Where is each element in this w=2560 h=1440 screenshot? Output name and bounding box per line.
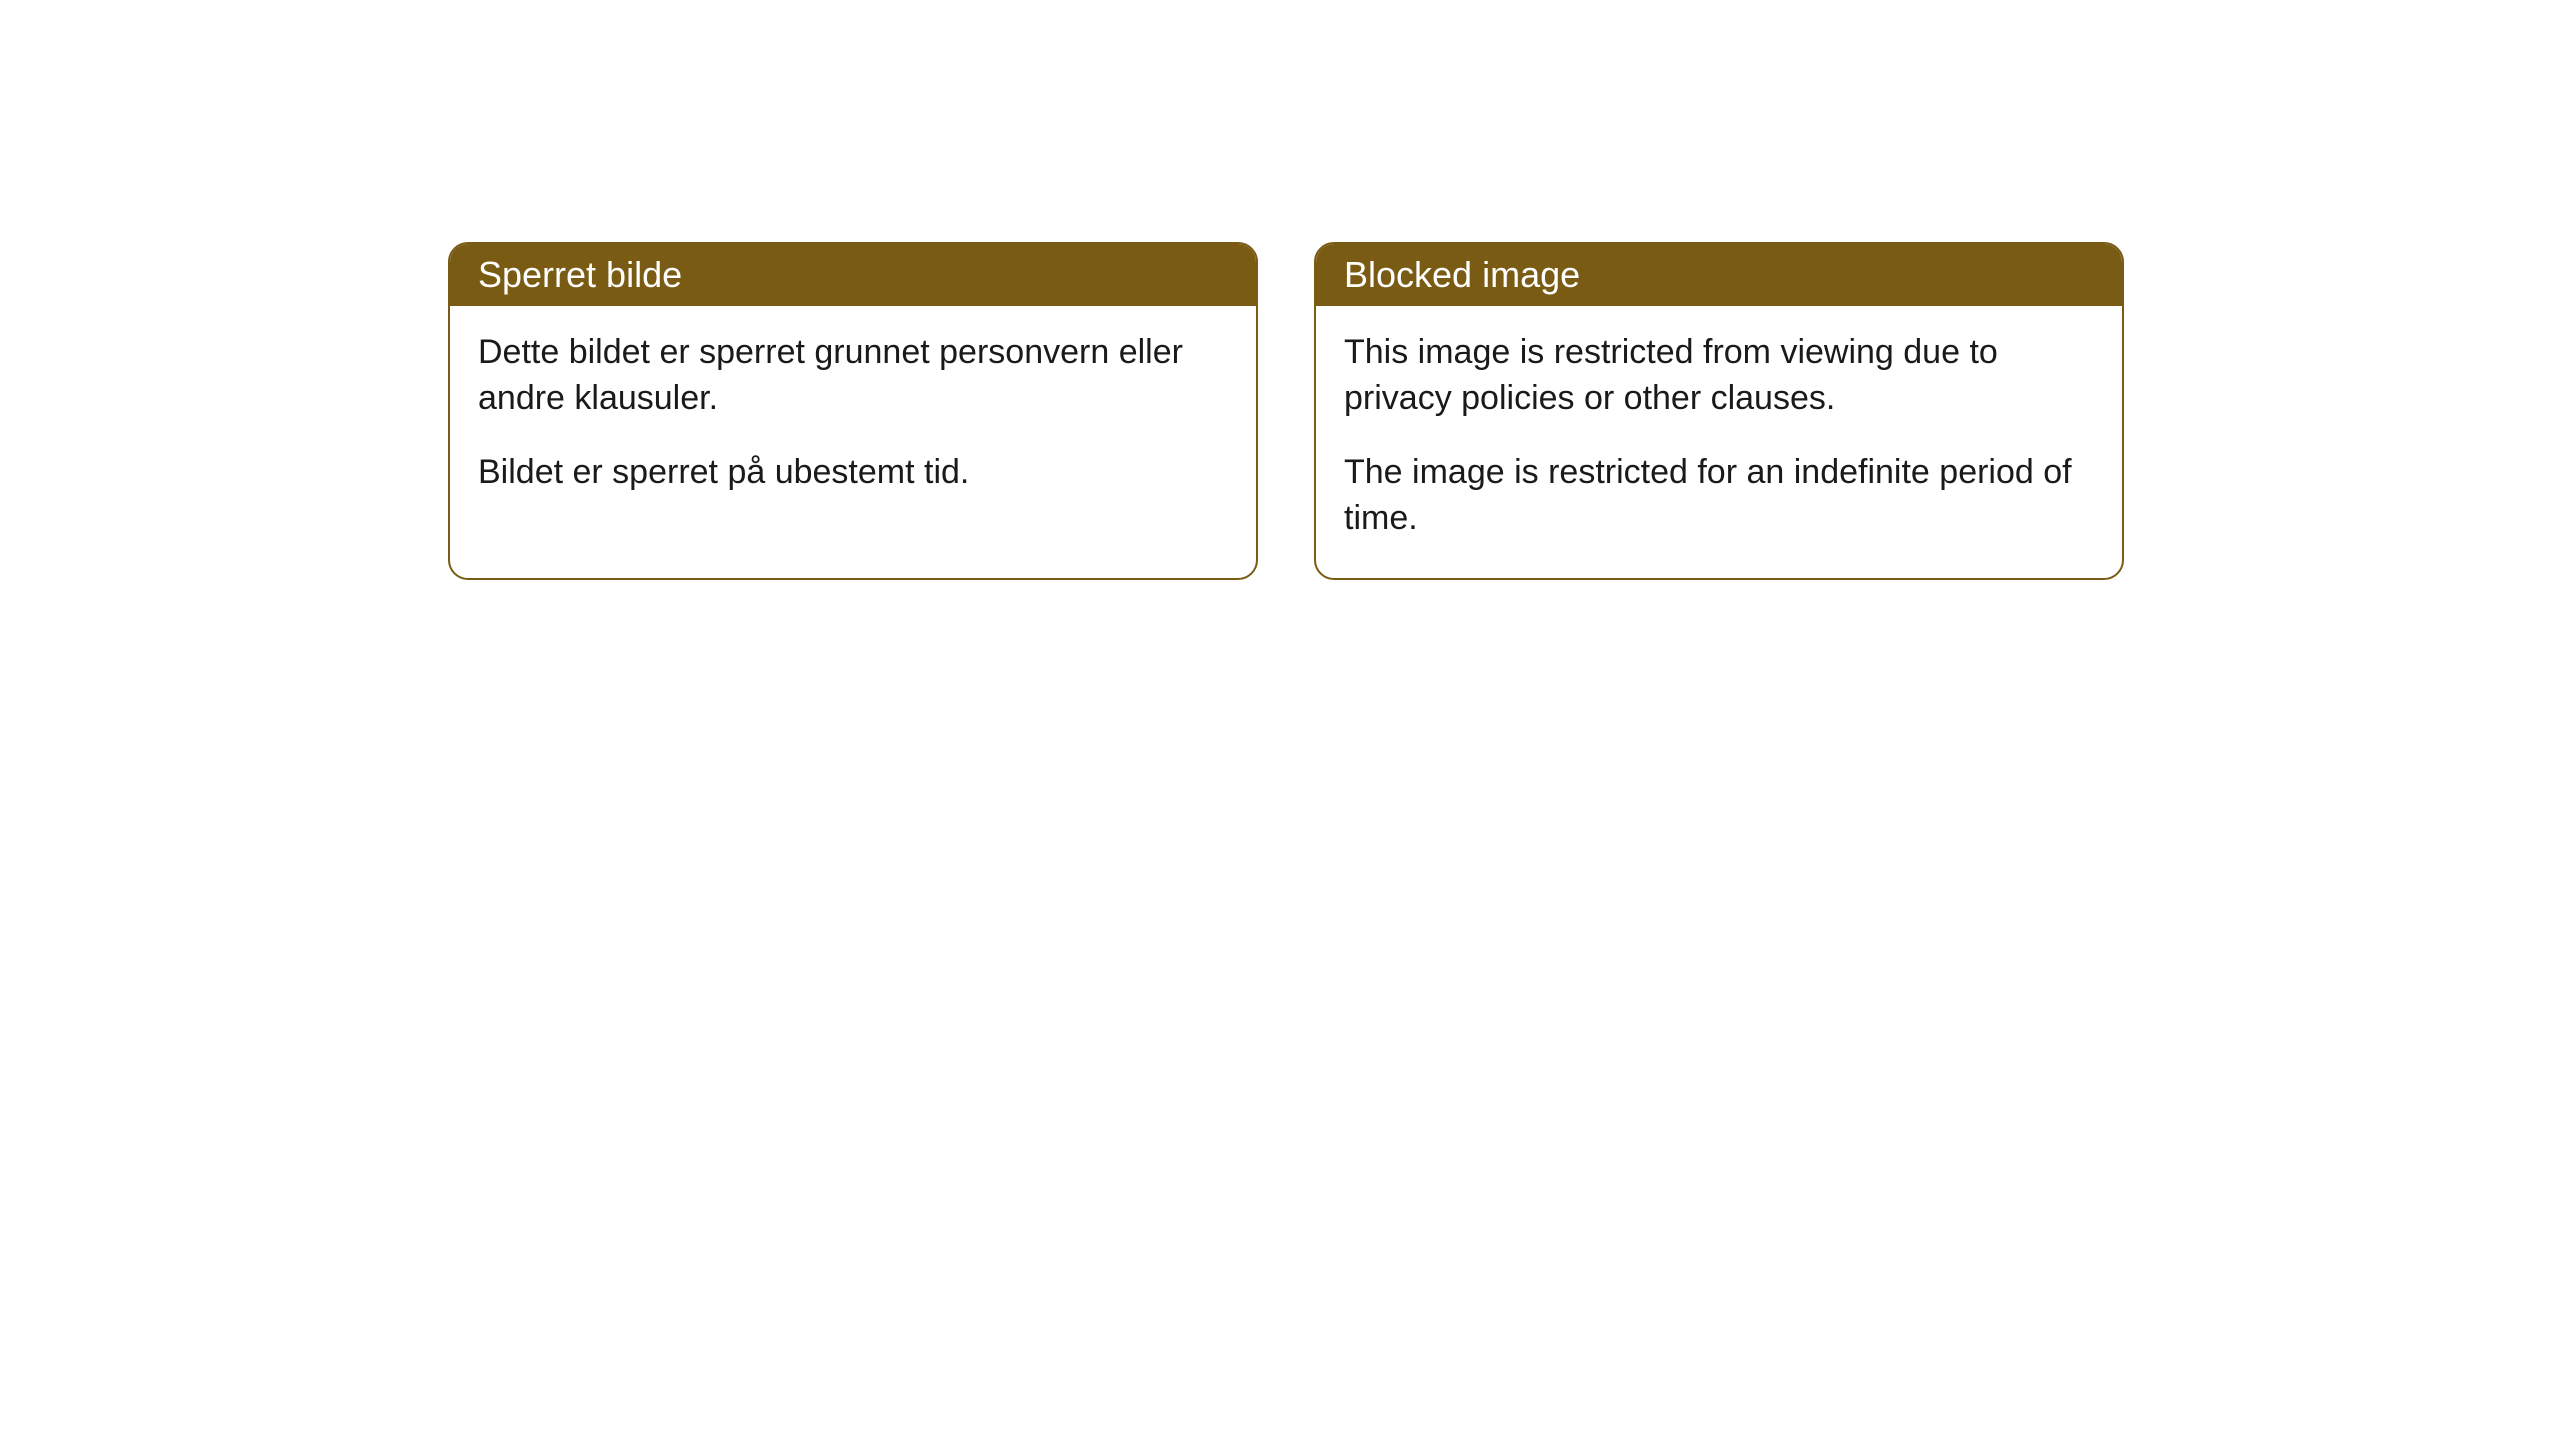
notice-card-norwegian: Sperret bilde Dette bildet er sperret gr…: [448, 242, 1258, 580]
notice-paragraph-2: The image is restricted for an indefinit…: [1344, 450, 2094, 542]
notice-header-norwegian: Sperret bilde: [450, 244, 1256, 306]
notice-paragraph-1: This image is restricted from viewing du…: [1344, 330, 2094, 422]
notice-card-english: Blocked image This image is restricted f…: [1314, 242, 2124, 580]
notice-header-english: Blocked image: [1316, 244, 2122, 306]
notice-paragraph-2: Bildet er sperret på ubestemt tid.: [478, 450, 1228, 496]
notice-body-norwegian: Dette bildet er sperret grunnet personve…: [450, 306, 1256, 532]
notice-cards-container: Sperret bilde Dette bildet er sperret gr…: [448, 242, 2124, 580]
notice-paragraph-1: Dette bildet er sperret grunnet personve…: [478, 330, 1228, 422]
notice-body-english: This image is restricted from viewing du…: [1316, 306, 2122, 578]
